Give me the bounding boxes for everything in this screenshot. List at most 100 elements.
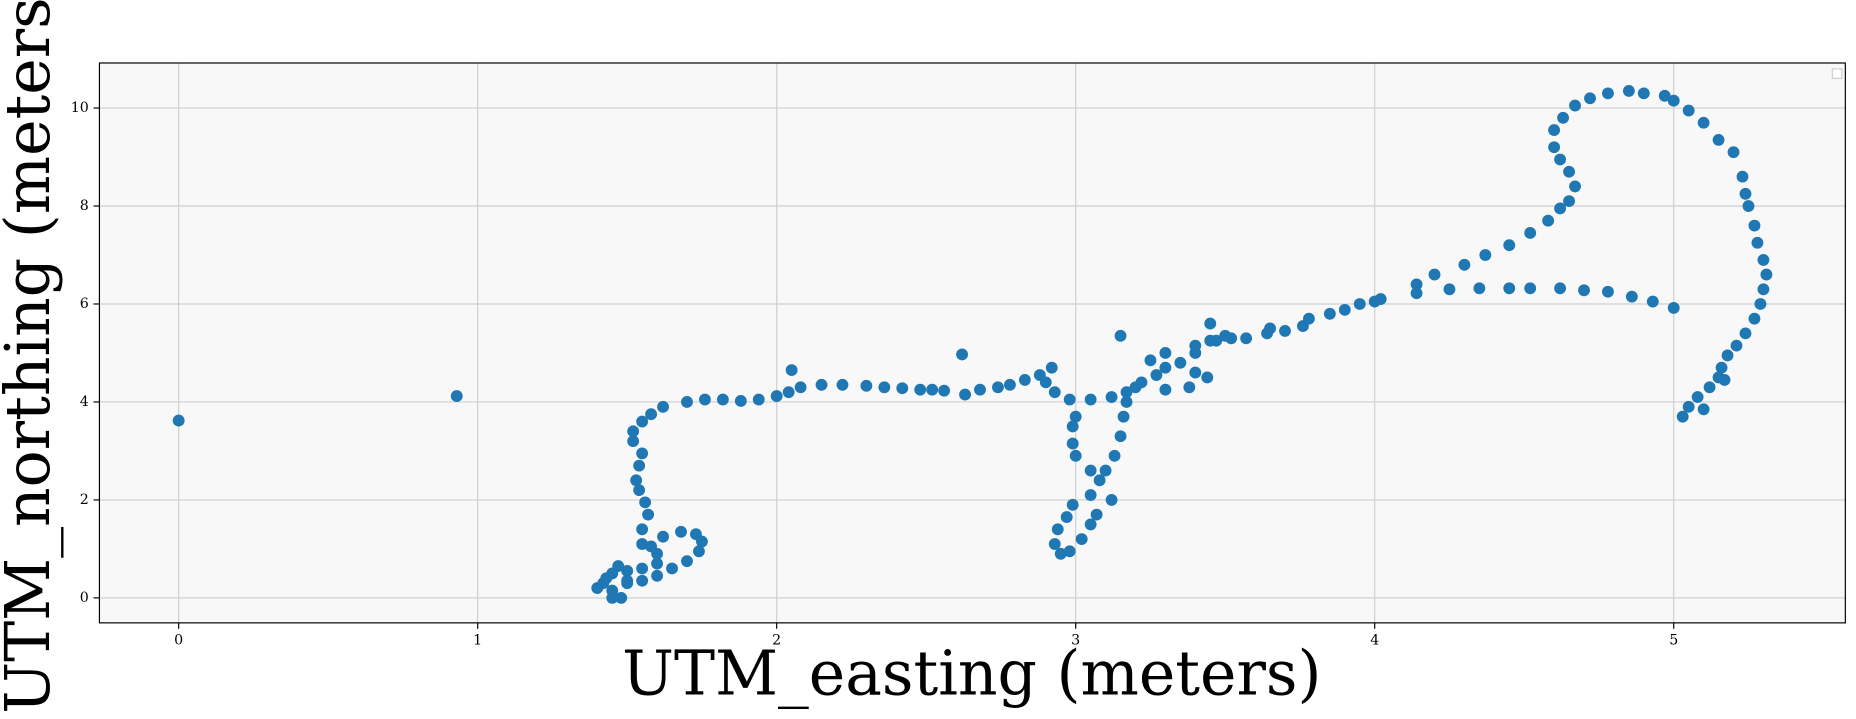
point <box>636 415 649 428</box>
point <box>1697 403 1710 416</box>
point <box>860 379 873 392</box>
point <box>1622 84 1635 97</box>
point <box>1039 376 1052 389</box>
point <box>1048 386 1061 399</box>
point <box>621 565 634 577</box>
point <box>785 364 798 377</box>
point <box>172 414 185 427</box>
point <box>1114 329 1127 342</box>
point <box>1084 518 1097 531</box>
point <box>1602 285 1614 298</box>
point <box>992 381 1004 394</box>
legend-box <box>1831 68 1843 79</box>
point <box>636 538 649 550</box>
point <box>752 393 765 406</box>
point <box>1757 283 1770 296</box>
point <box>1715 361 1728 374</box>
point <box>681 396 693 408</box>
point <box>1563 195 1575 208</box>
point <box>627 435 640 448</box>
point <box>959 388 971 401</box>
point <box>782 386 795 399</box>
point <box>1066 437 1079 450</box>
point <box>1667 301 1680 314</box>
point <box>645 408 658 421</box>
x-tick-label: 2 <box>772 633 781 649</box>
point <box>1748 219 1761 232</box>
point <box>1751 236 1764 249</box>
y-tick-label: 8 <box>80 198 89 214</box>
point <box>1219 329 1232 342</box>
point <box>815 378 828 391</box>
point <box>1503 239 1516 252</box>
point <box>645 540 658 553</box>
point <box>1120 396 1133 408</box>
point <box>600 572 613 585</box>
point <box>1712 133 1725 146</box>
point <box>1003 378 1016 391</box>
point <box>836 378 849 391</box>
point <box>1105 494 1118 506</box>
point <box>1569 99 1581 112</box>
point <box>1557 111 1570 124</box>
point <box>1748 312 1761 325</box>
point <box>1323 307 1336 320</box>
point <box>1338 303 1351 316</box>
point <box>1093 474 1106 487</box>
point <box>1718 373 1731 386</box>
point <box>1739 187 1752 200</box>
point <box>1045 361 1058 374</box>
point <box>615 591 628 604</box>
point <box>914 383 927 396</box>
point <box>1754 298 1767 310</box>
point <box>1054 547 1067 560</box>
plot-area <box>99 62 1846 623</box>
point <box>1189 339 1202 352</box>
point <box>1736 170 1749 183</box>
point <box>734 395 747 407</box>
point <box>642 508 655 521</box>
point <box>1159 361 1172 374</box>
point <box>1503 282 1516 295</box>
y-tick-label: 10 <box>71 100 89 116</box>
point <box>1730 339 1743 352</box>
point <box>1584 92 1596 105</box>
point <box>636 574 649 587</box>
point <box>1108 449 1121 462</box>
point <box>1060 511 1073 523</box>
point <box>450 390 463 402</box>
point <box>621 577 634 590</box>
point <box>1368 295 1381 308</box>
point <box>1554 202 1567 215</box>
point <box>1264 322 1276 335</box>
point <box>1204 334 1217 347</box>
grid <box>99 62 1846 623</box>
point <box>1084 489 1097 501</box>
point <box>1204 317 1217 330</box>
point <box>1443 283 1456 296</box>
y-tick-label: 4 <box>80 394 89 410</box>
point <box>1727 146 1740 159</box>
point <box>1174 356 1187 369</box>
point <box>1682 104 1695 117</box>
x-tick-label: 1 <box>473 633 482 649</box>
point <box>1682 400 1695 413</box>
point <box>1554 282 1567 295</box>
point <box>1697 116 1710 129</box>
point <box>1563 165 1575 178</box>
point <box>1120 386 1133 399</box>
point <box>1458 258 1471 271</box>
point <box>1739 327 1752 340</box>
x-tick-label: 5 <box>1669 633 1678 649</box>
point <box>1667 94 1680 107</box>
point <box>1075 533 1088 546</box>
point <box>878 381 891 394</box>
plot-frame <box>98 62 1846 624</box>
x-tick-label: 4 <box>1370 633 1379 649</box>
point <box>1742 200 1755 212</box>
point <box>974 383 986 396</box>
point <box>1105 391 1118 403</box>
point <box>1084 464 1097 477</box>
